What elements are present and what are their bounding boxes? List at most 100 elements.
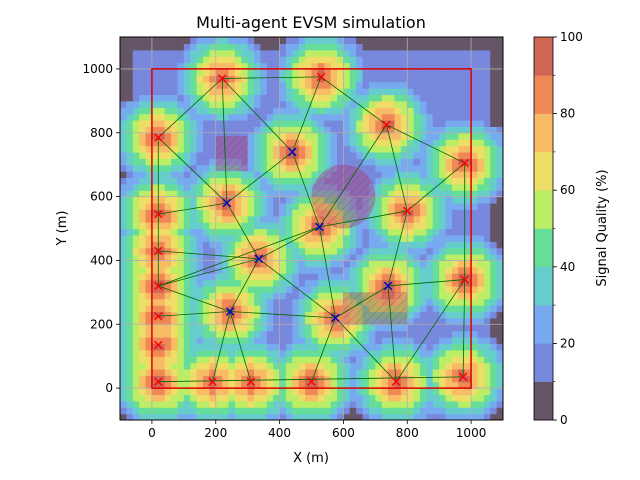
heat-cell bbox=[158, 330, 166, 338]
heat-cell bbox=[439, 292, 447, 300]
heat-cell bbox=[298, 234, 306, 242]
heat-cell bbox=[279, 202, 287, 210]
heat-cell bbox=[158, 37, 166, 44]
heat-cell bbox=[158, 94, 166, 102]
heat-cell bbox=[420, 356, 427, 364]
heat-cell bbox=[254, 260, 262, 268]
heat-cell bbox=[388, 37, 396, 44]
heat-cell bbox=[445, 171, 453, 179]
heat-cell bbox=[158, 68, 166, 76]
heat-cell bbox=[496, 317, 503, 325]
heat-cell bbox=[171, 234, 179, 242]
heat-cell bbox=[120, 298, 127, 306]
heat-cell bbox=[324, 330, 332, 338]
heat-cell bbox=[139, 107, 147, 115]
heat-cell bbox=[196, 260, 204, 268]
heat-cell bbox=[190, 343, 198, 351]
heat-cell bbox=[158, 139, 166, 147]
heat-cell bbox=[273, 119, 281, 127]
heat-cell bbox=[477, 356, 485, 364]
heat-cell bbox=[209, 254, 217, 262]
heat-cell bbox=[190, 113, 198, 121]
heat-cell bbox=[151, 337, 159, 344]
heat-cell bbox=[132, 260, 140, 268]
heat-cell bbox=[349, 158, 357, 166]
heat-cell bbox=[458, 254, 466, 262]
heat-cell bbox=[394, 107, 402, 115]
heat-cell bbox=[305, 164, 313, 172]
heat-cell bbox=[266, 126, 274, 134]
heat-cell bbox=[120, 260, 127, 268]
heat-cell bbox=[477, 81, 485, 89]
heat-cell bbox=[420, 132, 427, 140]
heat-cell bbox=[356, 145, 364, 153]
heat-cell bbox=[471, 37, 479, 44]
heat-cell bbox=[139, 279, 147, 287]
heat-cell bbox=[343, 381, 351, 389]
heat-cell bbox=[375, 202, 383, 210]
heat-cell bbox=[260, 324, 268, 332]
heat-cell bbox=[171, 88, 179, 96]
heat-cell bbox=[477, 311, 485, 319]
heat-cell bbox=[490, 177, 498, 185]
heat-cell bbox=[145, 158, 153, 166]
heat-cell bbox=[407, 68, 415, 76]
heat-cell bbox=[407, 241, 415, 249]
heat-cell bbox=[279, 49, 287, 57]
heat-cell bbox=[215, 388, 223, 396]
heat-cell bbox=[222, 183, 230, 191]
heat-cell bbox=[362, 247, 370, 255]
heat-cell bbox=[171, 107, 179, 115]
heat-cell bbox=[120, 132, 127, 140]
heat-cell bbox=[356, 407, 364, 415]
heat-cell bbox=[164, 190, 172, 198]
heat-cell bbox=[394, 183, 402, 191]
heat-cell bbox=[343, 75, 351, 83]
anchor-marker bbox=[154, 377, 163, 386]
heat-cell bbox=[343, 62, 351, 70]
heat-cell bbox=[445, 241, 453, 249]
agent-marker bbox=[383, 281, 393, 291]
heat-cell bbox=[234, 196, 242, 204]
heat-cell bbox=[490, 88, 498, 96]
heat-cell bbox=[330, 139, 338, 147]
heat-cell bbox=[209, 196, 217, 204]
heat-cell bbox=[381, 407, 389, 415]
heat-cell bbox=[305, 413, 313, 420]
heat-cell bbox=[222, 273, 230, 281]
heat-cell bbox=[400, 75, 408, 83]
heat-cell bbox=[215, 330, 223, 338]
heat-cell bbox=[388, 171, 396, 179]
heat-cell bbox=[222, 285, 230, 293]
heat-cell bbox=[285, 119, 293, 127]
heat-cell bbox=[471, 215, 479, 223]
heat-cell bbox=[266, 190, 274, 198]
heat-cell bbox=[234, 407, 242, 415]
heat-cell bbox=[439, 139, 447, 147]
heat-cell bbox=[477, 241, 485, 249]
heat-cell bbox=[432, 381, 440, 389]
heat-cell bbox=[145, 228, 153, 236]
heat-cell bbox=[337, 324, 345, 332]
heat-cell bbox=[260, 56, 268, 64]
heat-cell bbox=[209, 190, 217, 198]
heat-cell bbox=[171, 68, 179, 76]
heat-cell bbox=[190, 266, 198, 274]
heat-cell bbox=[317, 381, 325, 389]
heat-cell bbox=[337, 400, 345, 408]
heat-cell bbox=[432, 75, 440, 83]
heat-cell bbox=[337, 285, 345, 293]
heat-cell bbox=[324, 37, 332, 44]
heat-cell bbox=[273, 183, 281, 191]
heat-cell bbox=[234, 330, 242, 338]
heat-cell bbox=[305, 88, 313, 96]
heat-cell bbox=[490, 368, 498, 376]
heat-cell bbox=[260, 234, 268, 242]
heat-cell bbox=[445, 254, 453, 262]
heat-cell bbox=[483, 151, 491, 159]
heat-cell bbox=[458, 362, 466, 370]
heat-cell bbox=[215, 381, 223, 389]
heat-cell bbox=[222, 324, 230, 332]
heat-cell bbox=[477, 43, 485, 51]
heat-cell bbox=[458, 222, 466, 230]
